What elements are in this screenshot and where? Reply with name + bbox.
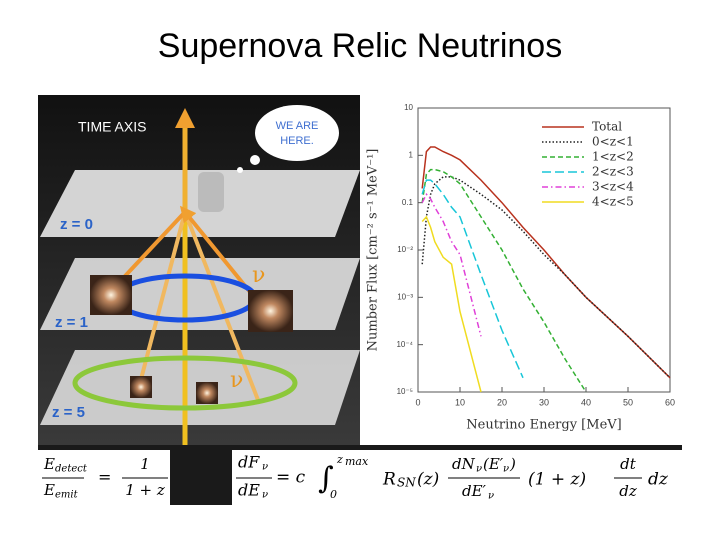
x-tick-label: 0 — [415, 397, 420, 407]
y-tick-label: 10⁻² — [397, 245, 413, 254]
formula-part: 1 + z — [125, 481, 165, 499]
ray — [138, 211, 187, 384]
formula-part: E — [43, 455, 55, 473]
observer — [198, 172, 224, 212]
formula-part: ν — [488, 491, 494, 502]
formula-part: dz — [619, 482, 637, 500]
formula-part: (1 + z) — [528, 470, 586, 490]
formula-part: = c — [276, 468, 306, 488]
galaxy — [196, 382, 218, 404]
bubble-dot — [237, 167, 243, 173]
y-tick-label: 10⁻⁵ — [397, 387, 413, 396]
thought-bubble — [255, 105, 339, 161]
legend-label: Total — [592, 120, 622, 134]
y-tick-label: 1 — [409, 150, 414, 159]
nu-label: ν — [252, 263, 265, 288]
formula-part: (z) — [417, 470, 439, 490]
formula-part: ν — [503, 464, 509, 475]
galaxy — [90, 275, 132, 315]
formula-part: ) — [509, 455, 516, 473]
legend-label: 0<z<1 — [592, 135, 634, 149]
formula-part: detect — [55, 464, 88, 475]
formula-part: 0 — [330, 488, 337, 501]
nu-label: ν — [230, 368, 243, 393]
formula-part: ∫ — [318, 461, 334, 496]
plane-label: z = 1 — [55, 314, 88, 331]
bubble-text: WE ARE — [276, 120, 319, 132]
y-tick-label: 10⁻⁴ — [396, 340, 413, 349]
formula-part: ν — [262, 462, 268, 473]
y-tick-label: 10⁻³ — [397, 292, 413, 301]
ray — [179, 205, 252, 294]
y-tick-label: 10 — [404, 103, 413, 112]
formula-part: max — [345, 455, 369, 468]
chart-bg — [360, 95, 682, 445]
formula-part: emit — [55, 490, 79, 501]
galaxy — [248, 290, 293, 332]
time-axis-label: TIME AXIS — [78, 119, 146, 135]
chart: 10 1 0.1 10⁻² 10⁻³ 10⁻⁴ 10⁻⁵0 10 20 30 40 50 60 Neutr… — [366, 103, 676, 432]
formula-part: (E′ — [483, 455, 504, 473]
formula-part: dN — [452, 455, 476, 473]
ray — [183, 211, 260, 401]
slide-title: Supernova Relic Neutrinos — [158, 27, 562, 65]
formula-part: z — [336, 453, 343, 466]
bubble-dot — [250, 155, 260, 165]
series-line — [421, 215, 482, 393]
formula-part: dF — [238, 453, 260, 472]
plane-label: z = 0 — [60, 216, 93, 233]
formula-part: E — [43, 481, 55, 499]
ring — [72, 355, 298, 411]
series-line — [421, 168, 587, 393]
formula-part: R — [382, 470, 396, 490]
formula-part: dE — [238, 481, 260, 500]
formula-part: 1 — [140, 455, 150, 473]
x-tick-label: 60 — [665, 397, 675, 407]
diagram: WE ARE HERE. TIME AXIS z = 0 z = 1 z = 5… — [40, 105, 360, 445]
galaxy — [130, 376, 152, 398]
series-line — [421, 192, 482, 337]
y-axis-label: Number Flux [cm⁻² s⁻¹ MeV⁻¹] — [366, 149, 381, 352]
formula-part: ν — [262, 490, 268, 501]
series-line — [421, 176, 671, 379]
legend-label: 3<z<4 — [592, 180, 634, 194]
legend-label: 1<z<2 — [592, 150, 634, 164]
formula-part: ν — [476, 464, 482, 475]
legend-label: 2<z<3 — [592, 165, 634, 179]
x-tick-label: 30 — [539, 397, 549, 407]
series-line — [421, 179, 524, 379]
bubble-text: HERE. — [280, 135, 314, 147]
formula-part: dt — [620, 455, 637, 473]
x-tick-label: 10 — [455, 397, 465, 407]
y-tick-label: 0.1 — [402, 198, 414, 207]
legend-label: 4<z<5 — [592, 195, 634, 209]
plane-label: z = 5 — [52, 404, 85, 421]
series-line — [421, 146, 671, 379]
formula-part: = — [98, 468, 111, 487]
x-tick-label: 50 — [623, 397, 633, 407]
x-tick-label: 20 — [497, 397, 507, 407]
formula-part: dz — [648, 470, 669, 490]
formula-part: SN — [397, 476, 416, 490]
formula-part: dE′ — [462, 482, 487, 500]
x-axis-label: Neutrino Energy [MeV] — [466, 418, 621, 433]
x-tick-label: 40 — [581, 397, 591, 407]
